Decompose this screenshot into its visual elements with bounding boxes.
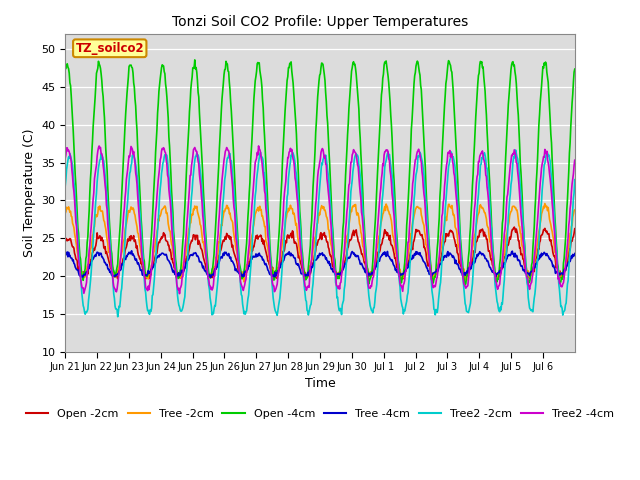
- Text: TZ_soilco2: TZ_soilco2: [76, 42, 144, 55]
- Legend: Open -2cm, Tree -2cm, Open -4cm, Tree -4cm, Tree2 -2cm, Tree2 -4cm: Open -2cm, Tree -2cm, Open -4cm, Tree -4…: [22, 405, 618, 423]
- Title: Tonzi Soil CO2 Profile: Upper Temperatures: Tonzi Soil CO2 Profile: Upper Temperatur…: [172, 15, 468, 29]
- Y-axis label: Soil Temperature (C): Soil Temperature (C): [23, 129, 36, 257]
- X-axis label: Time: Time: [305, 377, 335, 391]
